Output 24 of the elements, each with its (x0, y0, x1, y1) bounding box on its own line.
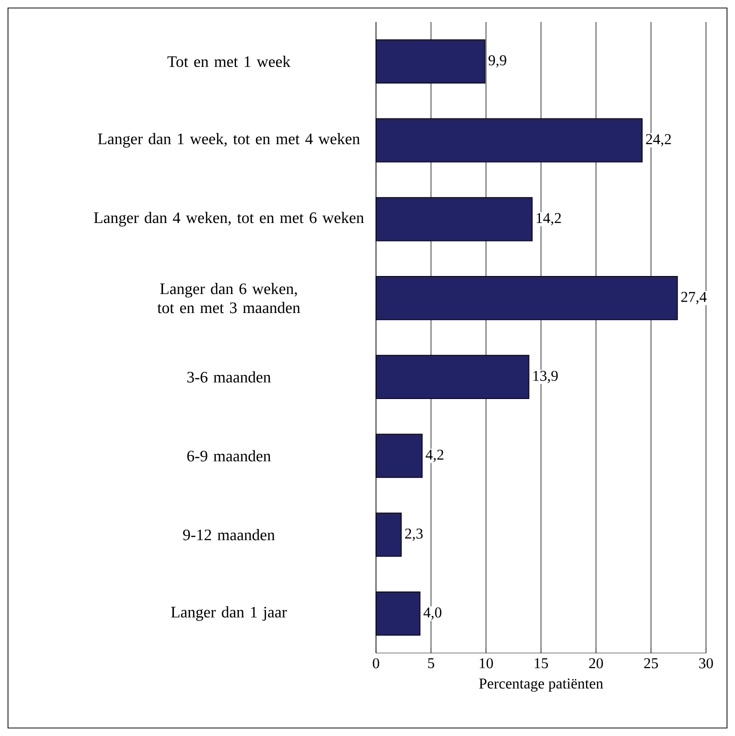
data-label: 2,3 (405, 528, 423, 541)
x-tick-label: 0 (372, 658, 380, 668)
y-tick-label: Langer dan 6 weken, tot en met 3 maanden (157, 282, 300, 314)
y-tick-label: 9-12 maanden (183, 529, 275, 540)
data-label: 27,4 (681, 292, 707, 304)
data-label: 13,9 (533, 370, 558, 384)
x-tick-label: 30 (699, 658, 713, 668)
x-tick-label: 25 (644, 658, 658, 668)
data-label: 9,9 (488, 55, 506, 68)
y-tick-label: Langer dan 4 weken, tot en met 6 weken (94, 212, 364, 226)
data-label: 14,2 (536, 213, 561, 226)
x-tick-label: 20 (589, 658, 603, 668)
x-axis-title: Percentage patiënten (479, 678, 604, 692)
y-tick-label: Langer dan 1 week, tot en met 4 weken (98, 133, 360, 148)
x-tick-label: 5 (428, 658, 434, 668)
x-tick-label: 15 (534, 658, 548, 668)
y-tick-label: Langer dan 1 jaar (171, 606, 287, 621)
data-label: 24,2 (646, 134, 671, 146)
y-tick-label: Tot en met 1 week (167, 56, 290, 68)
y-tick-label: 3-6 maanden (187, 371, 271, 383)
data-label: 4,2 (426, 450, 444, 462)
data-label: 4,0 (424, 607, 442, 620)
y-tick-label: 6-9 maanden (187, 450, 271, 462)
x-tick-label: 10 (480, 658, 493, 668)
